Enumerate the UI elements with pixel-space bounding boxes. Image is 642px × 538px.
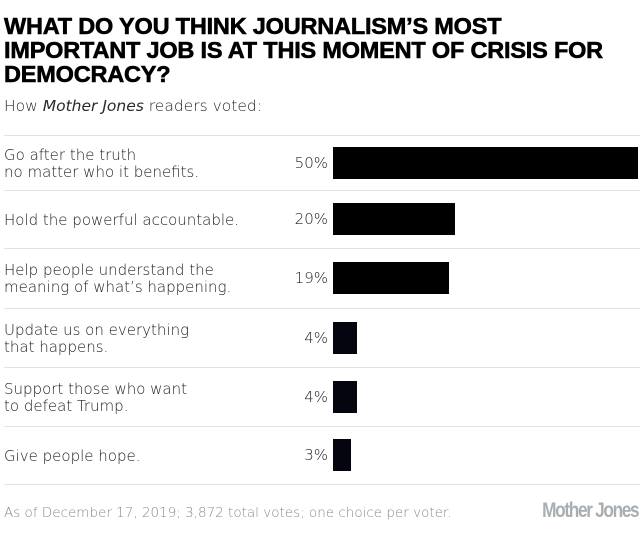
value-label: 4% (304, 328, 328, 347)
category-label-line: Go after the truth (4, 145, 137, 164)
bar (333, 262, 449, 294)
category-label: Go after the truth no matter who it benef… (4, 145, 274, 181)
category-label: Help people understand the meaning of wha… (4, 262, 274, 296)
chart-title: What do you think journalism’s most impo… (4, 13, 604, 87)
row-separator (4, 190, 640, 191)
category-label-line: Update us on everything (4, 320, 190, 339)
row-separator (4, 135, 640, 136)
value-label: 20% (294, 210, 328, 228)
bar (333, 380, 357, 413)
bar (333, 321, 357, 354)
bar (333, 203, 455, 235)
chart-subtitle: How Mother Jones readers voted: (4, 97, 262, 115)
category-label-line: that happens. (4, 337, 109, 356)
category-label-line: Support those who want (4, 379, 188, 398)
row-separator (4, 308, 640, 309)
footnote: As of December 17, 2019; 3,872 total vot… (4, 505, 452, 521)
category-label-line: Hold the powerful accountable. (4, 210, 240, 229)
category-label-line: Help people understand the (4, 261, 214, 279)
value-label: 19% (294, 269, 328, 287)
value-label: 50% (294, 153, 328, 172)
row-separator (4, 248, 640, 249)
row-separator (4, 426, 640, 427)
category-label: Support those who want to defeat Trump. (4, 379, 274, 415)
value-label: 3% (304, 446, 328, 464)
subtitle-prefix: How (4, 97, 43, 115)
bar (333, 439, 351, 471)
category-label: Update us on everything that happens. (4, 320, 274, 356)
subtitle-suffix: readers voted: (143, 97, 262, 115)
mother-jones-logo: Mother Jones (541, 499, 640, 522)
category-label-line: to defeat Trump. (4, 396, 129, 415)
category-label: Give people hope. (4, 446, 274, 465)
subtitle-publication: Mother Jones (42, 97, 144, 115)
category-label-line: Give people hope. (4, 446, 141, 465)
row-separator (4, 484, 640, 485)
category-label-line: no matter who it benefits. (4, 162, 200, 181)
row-separator (4, 367, 640, 368)
category-label-line: meaning of what’s happening. (4, 278, 232, 296)
bar (333, 146, 638, 179)
category-label: Hold the powerful accountable. (4, 210, 274, 229)
value-label: 4% (304, 387, 328, 406)
